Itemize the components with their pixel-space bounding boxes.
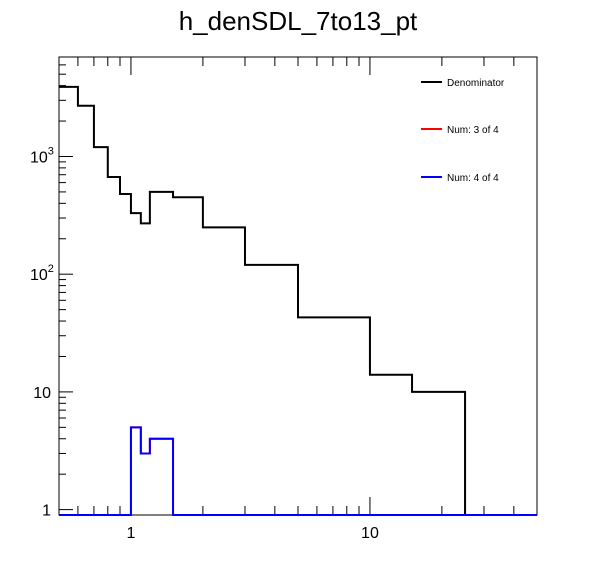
legend: Denominator Num: 3 of 4 Num: 4 of 4 <box>421 78 505 184</box>
y-tick-label: 1 <box>42 503 51 520</box>
x-tick-label: 10 <box>361 525 379 542</box>
series-layer <box>59 85 537 516</box>
x-axis: 1 10 <box>58 57 538 542</box>
y-tick-label: 10 <box>33 385 51 402</box>
series-line-denominator <box>59 85 537 516</box>
y-tick-label: 102 <box>30 263 54 284</box>
chart-title: h_denSDL_7to13_pt <box>178 6 418 36</box>
y-axis: 1 10 102 103 <box>30 56 73 520</box>
series-line-num-4-of-4 <box>59 426 537 516</box>
legend-label: Num: 3 of 4 <box>447 125 499 136</box>
x-tick-label: 1 <box>126 525 135 542</box>
y-tick-label: 103 <box>30 145 54 166</box>
legend-label: Num: 4 of 4 <box>447 173 499 184</box>
legend-label: Denominator <box>447 78 505 89</box>
